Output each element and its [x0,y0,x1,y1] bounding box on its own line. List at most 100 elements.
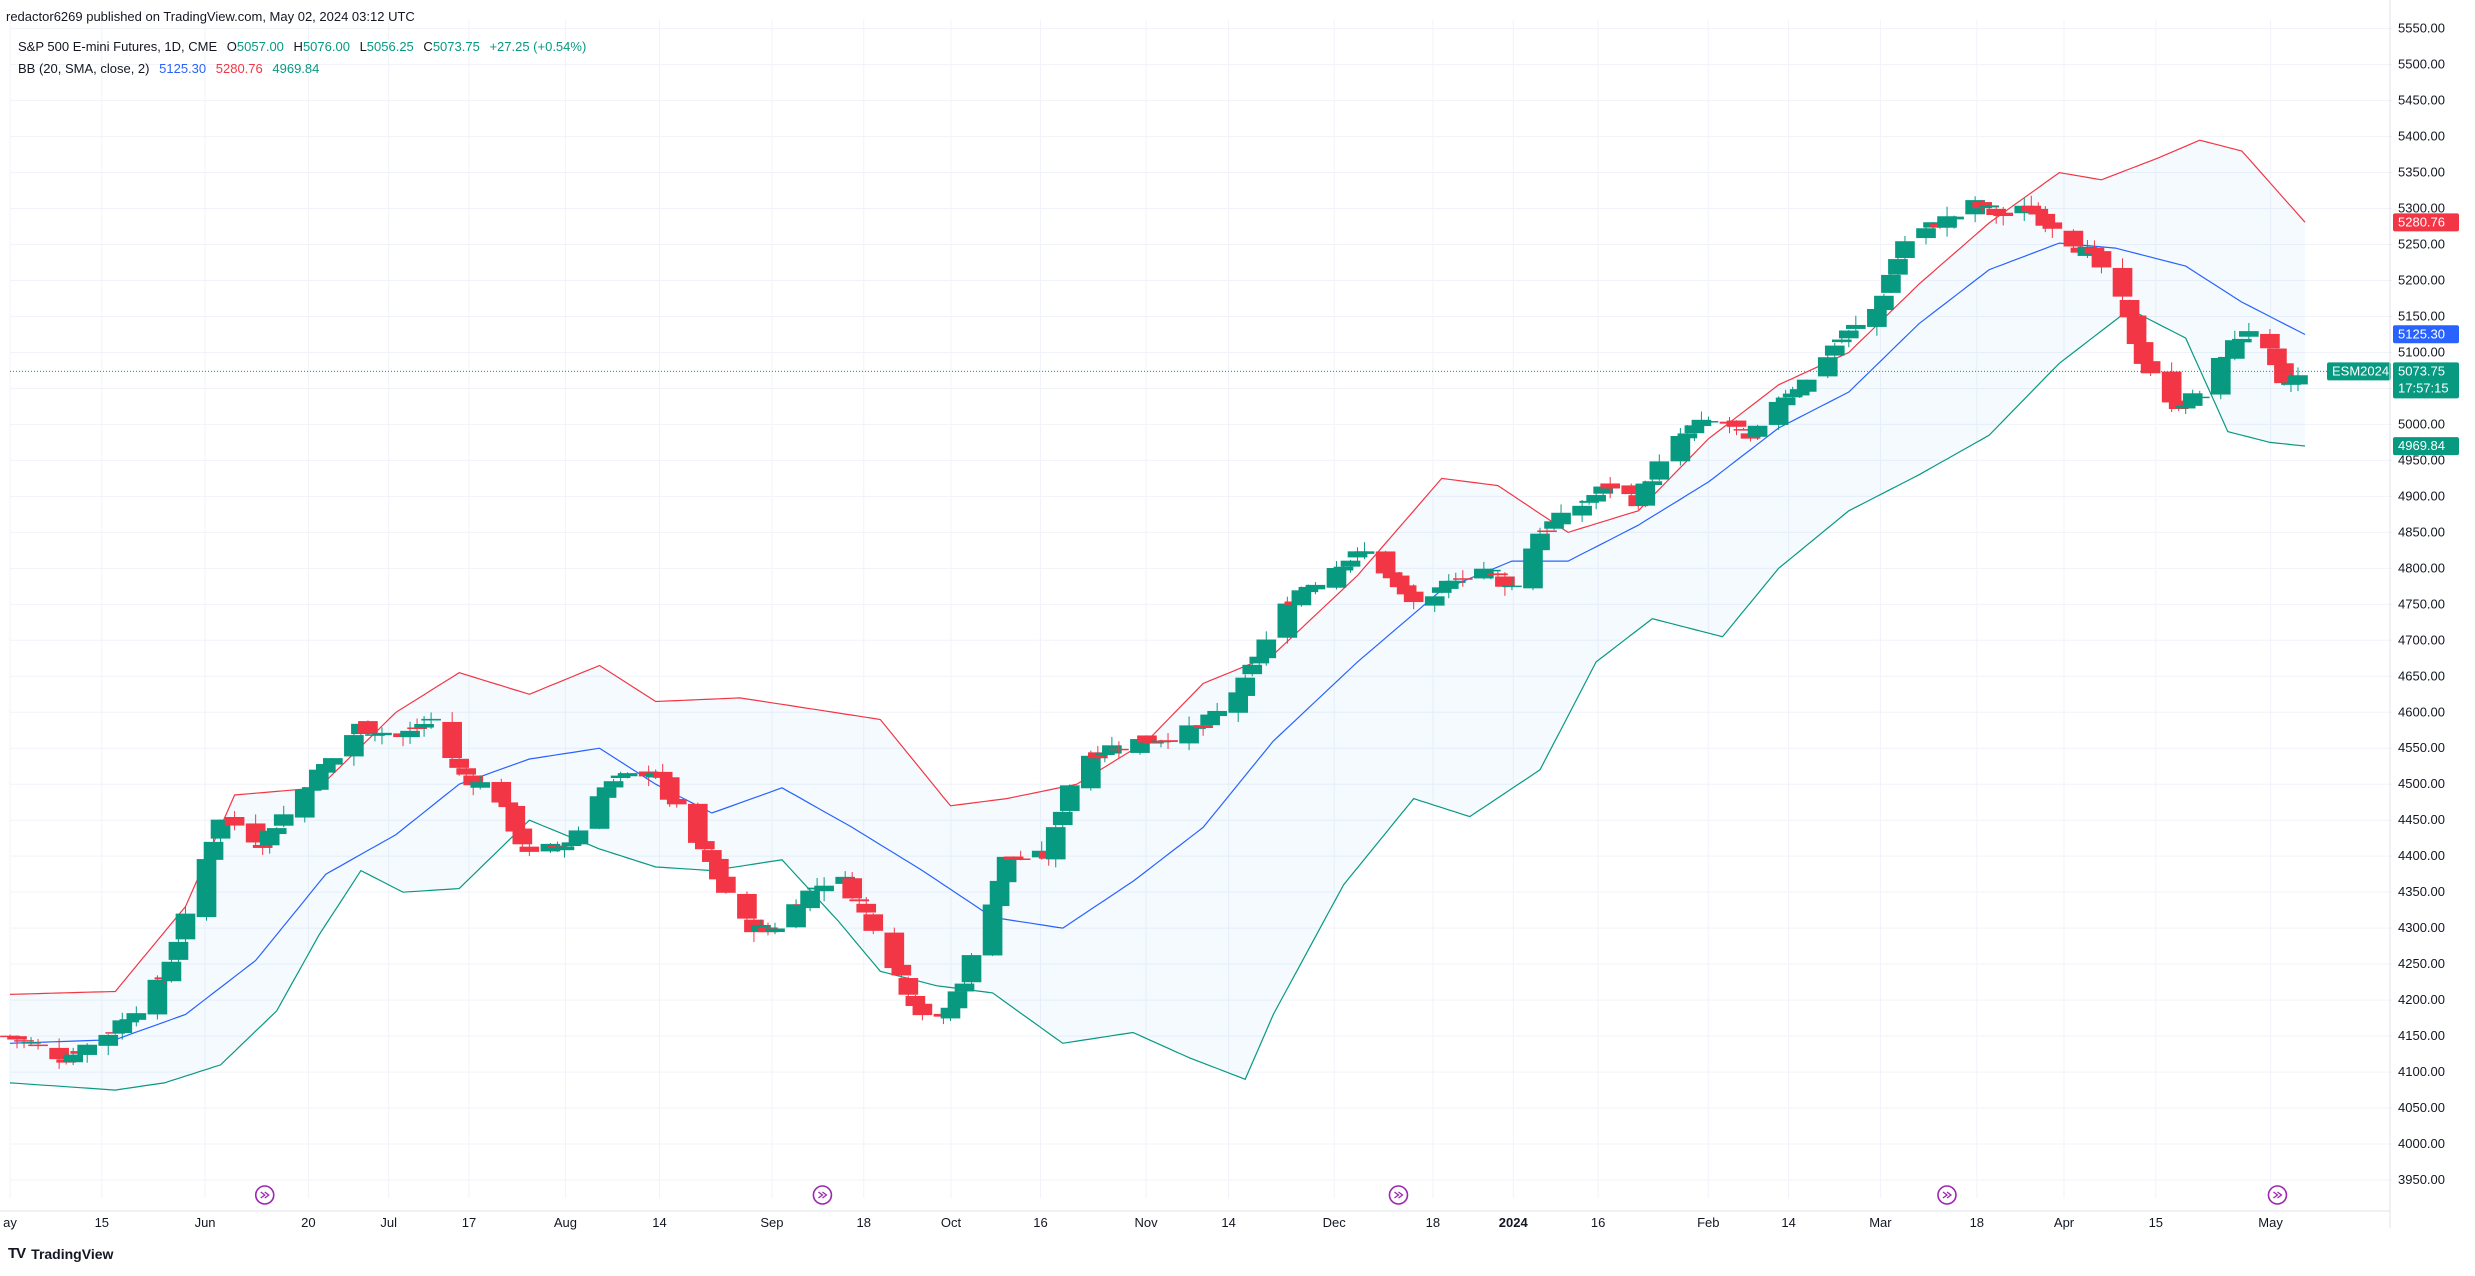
candle-body [2189,396,2210,399]
candle-body [898,978,919,995]
x-tick-label: 20 [301,1215,315,1230]
candle-body [2042,222,2063,229]
candle-body [119,1019,140,1023]
candle-body [2133,342,2154,364]
candle [1340,559,1361,573]
candle-body [2140,361,2161,374]
close-value: C5073.75 [423,39,479,54]
bb-upper-line [9,139,2306,995]
candle [1944,215,1964,229]
candle [1158,733,1178,749]
candle-body [196,859,217,918]
candle-body [1431,587,1452,593]
candle-body [1396,585,1417,595]
candle-body [849,899,870,902]
candle-body [2161,371,2182,403]
candle-body [14,1040,34,1042]
candle [512,822,533,849]
candle [1888,256,1908,277]
y-tick-label: 4800.00 [2398,560,2445,575]
y-tick-label: 4700.00 [2398,632,2445,647]
open-number: 5057.00 [236,39,284,54]
candle [842,872,863,900]
candle-body [1354,551,1375,554]
lower-band-badge-bg [2393,437,2459,456]
candle [21,1037,41,1046]
candle [2239,322,2259,343]
candle-body [1438,580,1459,589]
candle [1684,424,1705,442]
basis-badge: 5125.30 [2393,325,2459,344]
candle [491,778,512,803]
y-axis: 3950.00 4000.00 4050.00 4100.00 4150.00 4200.… [2398,21,2445,1187]
candle [7,1035,27,1049]
event-glyph [2273,1191,2283,1199]
low-key: L [359,39,367,54]
candle [1523,547,1543,591]
candle-body [470,782,491,788]
candle [2224,330,2245,361]
x-tick-label: Mar [1869,1215,1892,1230]
candle-body [540,843,561,852]
x-tick-label: 18 [1426,1215,1440,1230]
candle [2140,353,2161,376]
candle [1207,702,1227,720]
y-tick-label: 4400.00 [2398,848,2445,863]
basis-badge-bg [2393,325,2459,344]
candle-body [1698,421,1719,423]
candle [891,963,912,980]
ohlc-legend: S&P 500 E-mini Futures, 1D, CME O5057.00… [18,36,592,58]
candle-body [652,771,673,778]
tradingview-footer[interactable]: TV TradingView [8,1245,113,1262]
candle-body [1726,420,1747,427]
high-number: 5076.00 [302,39,350,54]
y-tick-label: 5300.00 [2398,201,2445,216]
close-key: C [423,39,433,54]
candle [1551,504,1571,526]
bb-lower-line [9,308,2306,1091]
candle-body [505,805,526,832]
y-tick-label: 4000.00 [2398,1136,2445,1151]
candle-body [2210,357,2231,395]
candle-body [519,846,540,852]
candle-body [617,773,638,777]
candle-body [1944,216,1964,220]
candle-body [1867,309,1887,327]
candle [1649,454,1670,481]
candle-body [1691,419,1712,427]
y-tick-label: 5250.00 [2398,237,2445,252]
candle-body [1144,742,1164,744]
economic-event-icon [254,1185,275,1205]
economic-event-icon [1388,1185,1409,1205]
x-tick-label: 14 [1781,1215,1795,1230]
candle-body [1782,393,1803,398]
candle-body [1481,569,1501,572]
y-tick-label: 4200.00 [2398,992,2445,1007]
candle-body [294,789,315,818]
x-tick-label: Sep [760,1215,783,1230]
candle-body [1677,433,1698,439]
price-badge-bg [2393,362,2459,399]
candle-body [1095,752,1115,756]
candle [1796,379,1817,394]
candle [961,953,982,990]
ticker-badge-bg [2327,362,2391,381]
candle-body [1088,752,1108,759]
candle-body [203,841,224,860]
countdown-value: 17:57:15 [2398,380,2449,395]
change-value: +27.25 (+0.54%) [489,39,587,54]
candle-body [1523,548,1543,589]
candle-body [147,979,168,1015]
candle [1747,424,1768,440]
candle-body [1796,379,1817,392]
candle-body [1635,483,1656,506]
candle [1937,206,1957,237]
candle [2112,258,2133,303]
x-tick-label: May [2258,1215,2283,1230]
candle-body [554,846,575,851]
candle-body [2168,400,2189,410]
candle-body [1572,505,1592,516]
candle [470,775,491,790]
